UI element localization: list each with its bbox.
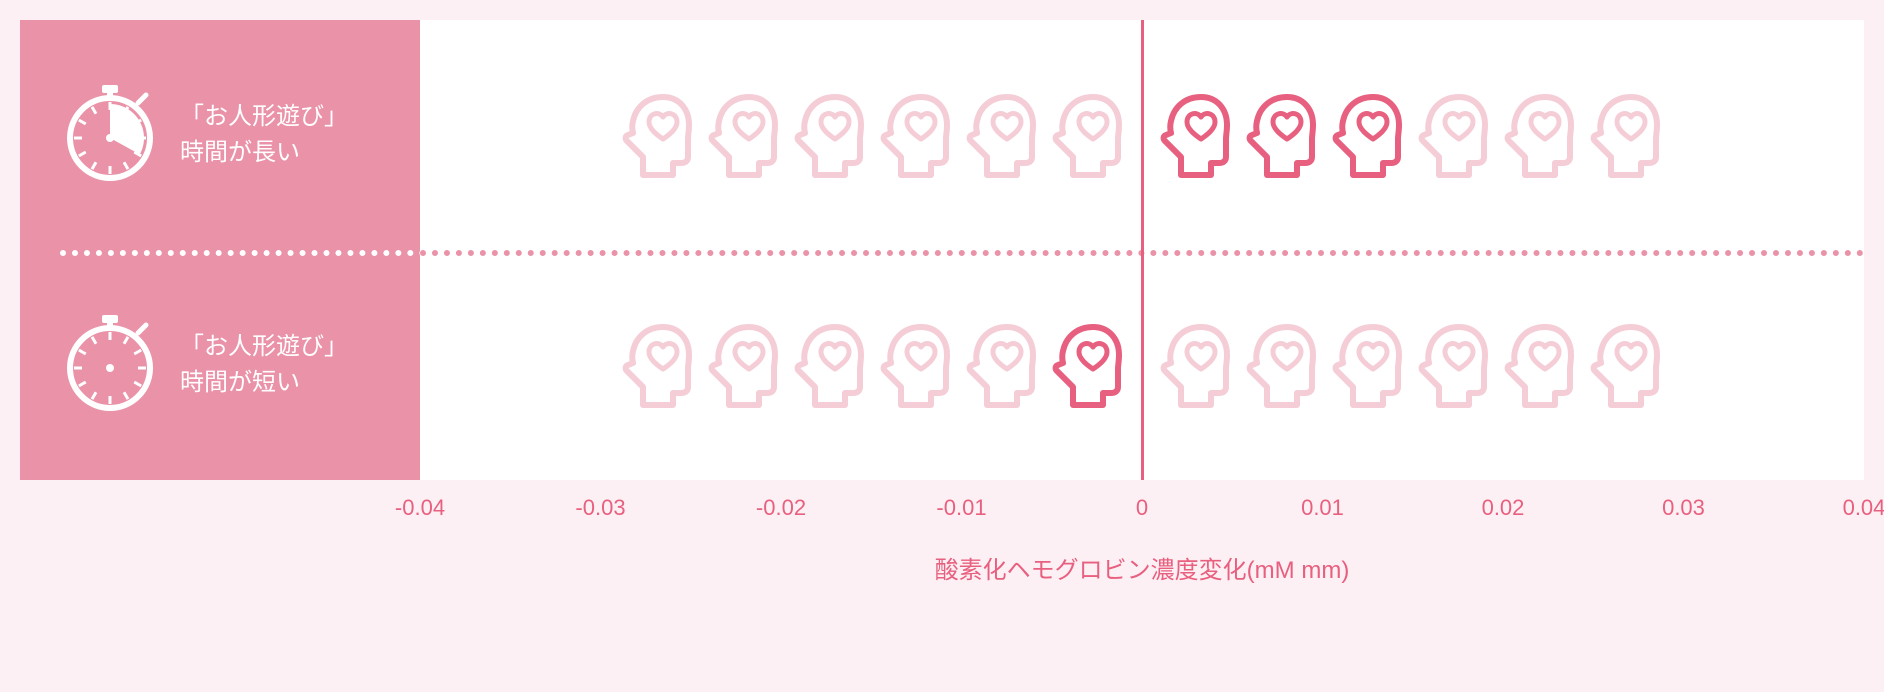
axis-tick: 0.01 <box>1301 495 1344 521</box>
negative-icons <box>619 91 1142 179</box>
head-heart-icon <box>1243 91 1321 179</box>
positive-icons <box>1142 321 1665 409</box>
head-heart-icon <box>1329 91 1407 179</box>
row-label-text: 「お人形遊び」 時間が短い <box>180 329 348 401</box>
stopwatch-icon <box>60 313 160 418</box>
axis-tick: 0.02 <box>1482 495 1525 521</box>
axis-label: 酸素化ヘモグロビン濃度変化(mM mm) <box>420 550 1864 585</box>
head-heart-icon <box>1587 91 1665 179</box>
head-heart-icon <box>1049 91 1127 179</box>
axis-tick: -0.02 <box>756 495 806 521</box>
head-heart-icon <box>1415 321 1493 409</box>
head-heart-icon <box>877 321 955 409</box>
head-heart-icon <box>963 321 1041 409</box>
row-label-short: 「お人形遊び」 時間が短い <box>20 250 420 480</box>
head-heart-icon <box>1157 321 1235 409</box>
head-heart-icon <box>791 91 869 179</box>
axis-tick: -0.03 <box>575 495 625 521</box>
x-axis: -0.04-0.03-0.02-0.0100.010.020.030.04 酸素… <box>420 480 1864 540</box>
head-heart-icon <box>791 321 869 409</box>
stopwatch-icon <box>60 83 160 188</box>
head-heart-icon <box>1157 91 1235 179</box>
axis-tick: -0.04 <box>395 495 445 521</box>
axis-tick: -0.01 <box>936 495 986 521</box>
head-heart-icon <box>1243 321 1321 409</box>
row-label-text: 「お人形遊び」 時間が長い <box>180 99 348 171</box>
row-label-long: 「お人形遊び」 時間が長い <box>20 20 420 250</box>
positive-icons <box>1142 91 1665 179</box>
axis-ticks: -0.04-0.03-0.02-0.0100.010.020.030.04 <box>420 480 1864 520</box>
head-heart-icon <box>1049 321 1127 409</box>
head-heart-icon <box>619 91 697 179</box>
head-heart-icon <box>619 321 697 409</box>
head-heart-icon <box>705 321 783 409</box>
head-heart-icon <box>1501 321 1579 409</box>
head-heart-icon <box>1329 321 1407 409</box>
head-heart-icon <box>1501 91 1579 179</box>
axis-tick: 0.03 <box>1662 495 1705 521</box>
axis-tick: 0 <box>1136 495 1148 521</box>
head-heart-icon <box>705 91 783 179</box>
hemoglobin-chart: 「お人形遊び」 時間が長い 「お人形遊び」 時間が短い <box>20 20 1864 540</box>
zero-axis-line <box>1141 20 1144 480</box>
chart-body: 「お人形遊び」 時間が長い 「お人形遊び」 時間が短い <box>20 20 1864 480</box>
head-heart-icon <box>963 91 1041 179</box>
head-heart-icon <box>877 91 955 179</box>
axis-tick: 0.04 <box>1843 495 1884 521</box>
negative-icons <box>619 321 1142 409</box>
head-heart-icon <box>1415 91 1493 179</box>
head-heart-icon <box>1587 321 1665 409</box>
